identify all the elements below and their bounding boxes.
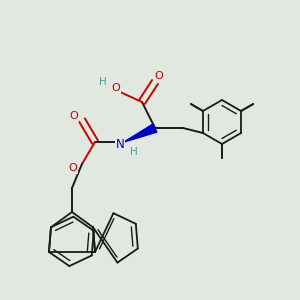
- Text: N: N: [116, 137, 124, 151]
- Text: O: O: [112, 83, 120, 93]
- Text: O: O: [154, 71, 164, 81]
- Text: H: H: [99, 77, 107, 87]
- Text: O: O: [70, 111, 78, 121]
- Polygon shape: [124, 124, 157, 142]
- Text: O: O: [69, 163, 77, 173]
- Text: H: H: [130, 147, 138, 157]
